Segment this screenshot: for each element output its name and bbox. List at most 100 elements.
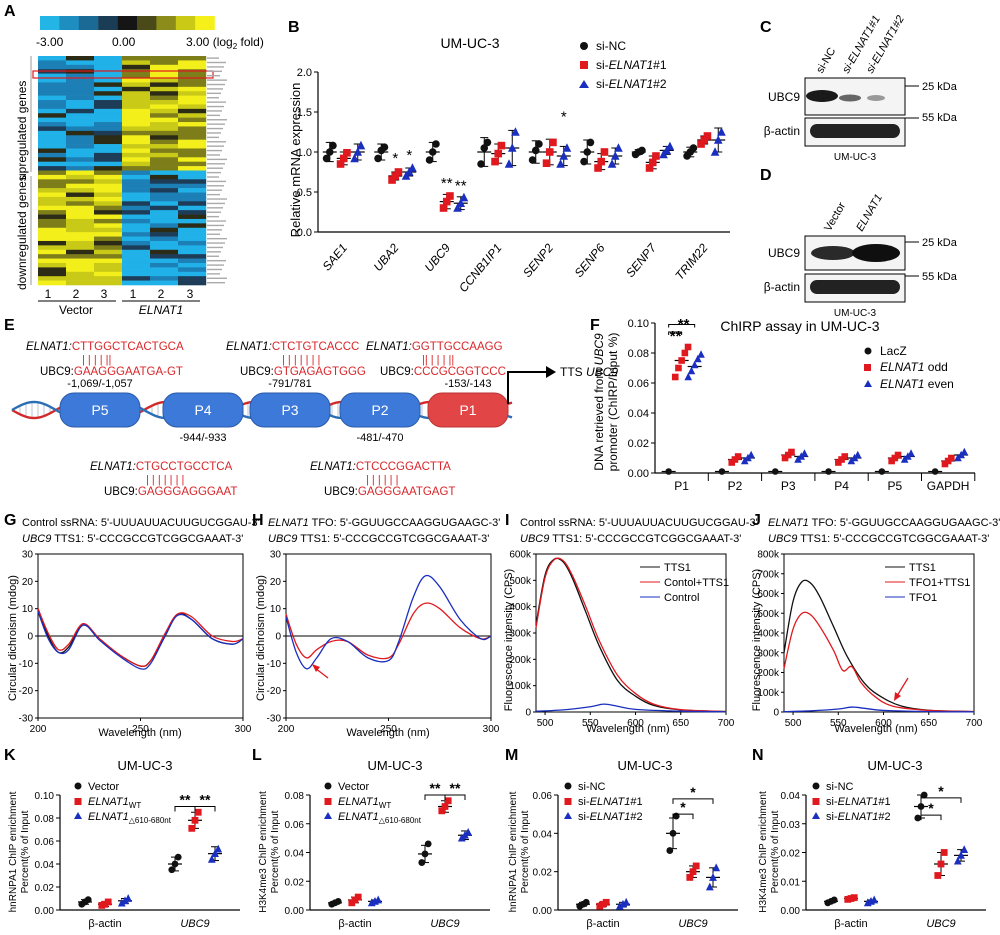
data-point [675,364,682,372]
heatmap-cell [122,104,151,110]
data-point [686,874,694,881]
heatmap-cell [178,196,207,202]
colour-scale-segment [117,16,138,30]
sequence-line: Control ssRNA: 5'-UUUAUUACUUGUCGGAU-3' [520,517,758,529]
colour-scale-segment [156,16,176,30]
data-point [580,157,588,166]
gene-label-glyph [207,132,221,134]
promoter-box-p5 [59,392,141,428]
heatmap-cell [94,144,123,149]
heatmap-cell [66,183,95,189]
gene-label-glyph [207,127,223,130]
heatmap-cell [66,196,95,202]
heatmap-cell [94,276,123,281]
gene-label-glyph [207,224,224,227]
data-point [480,144,489,152]
heatmap-cell [150,117,179,123]
y-tick-label: 500k [757,609,780,620]
data-point [394,168,403,176]
heatmap-cell [94,232,123,237]
gene-name: UBC9: [40,366,74,378]
heatmap-cell [38,82,67,88]
heatmap-cell [150,73,179,79]
heatmap-cell [178,95,207,101]
x-tick-label: UBC9 [926,918,955,930]
sequence-top: ELNAT1:CTTGGCTCACTGCA [26,341,184,353]
heatmap-cell [66,64,95,70]
heatmap-cell [66,122,95,127]
heatmap-cell [122,271,151,277]
heatmap-cell [122,276,151,281]
data-point [705,882,714,891]
y-axis-label: Circular dichroism (mdog) [255,575,267,701]
sequence-line: ELNAT1 TFO: 5'-GGUUGCCAAGGUGAAGC-3' [268,517,500,529]
x-tick-label: β-actin [586,918,619,930]
heatmap-cell [150,64,179,70]
x-tick-label: CCNB1IP1 [456,241,504,295]
blot-row-label: β-actin [764,124,800,138]
panel-f: ChIRP assay in UM-UC-3 DNA retrieved fro… [592,316,976,493]
heatmap-cell [38,117,67,123]
heatmap-cell [94,56,123,61]
heatmap-cell [66,166,95,171]
x-tick-label: 500 [537,718,554,729]
heatmap-cell [122,60,151,66]
gene-name: UBC9: [104,486,138,498]
highlight-box [32,70,214,79]
data-point [432,140,440,148]
chip-chart-k: 0.00 0.02 0.04 0.06 0.08 0.10 β-actin UBC9 ** ** [35,791,240,930]
x-tick-label: 500 [785,718,802,729]
heatmap-cell [122,236,151,242]
y-tick-label: 500k [509,576,532,587]
gene-label-glyph [207,242,225,244]
heatmap-cell [38,188,67,193]
legend-label: si-NC [578,781,606,793]
heatmap-cell [66,130,95,136]
heatmap-cell [94,205,123,211]
x-tick-label: UBC9 [180,918,209,930]
legend-marker [864,364,871,371]
heatmap-cell [178,56,207,61]
heatmap-cell [150,183,179,189]
data-point [456,198,466,207]
heatmap-cell [94,100,123,105]
box-label: P2 [371,402,388,418]
heatmap-cell [178,249,207,255]
significance-bracket [920,797,962,803]
significance-bracket [194,806,216,812]
data-point [339,154,348,163]
scale-max-label: 3.00 (log2 fold) [186,35,264,51]
heatmap-cell [122,179,151,185]
chart-title: UM-UC-3 [868,758,923,773]
heatmap-cell [178,276,207,281]
y-tick-label: 30 [22,550,34,561]
y-tick-label: 0.08 [628,348,649,360]
pairing-bars: | | | | | | | [282,354,320,366]
heatmap-cell [66,254,95,259]
colour-scale-segment [78,16,99,30]
data-point [914,814,922,822]
x-tick-label: 700 [718,718,735,729]
heatmap-cell [38,179,67,185]
fluor-chart-i: 0 100k 200k 300k 400k 500k 600k 500 550 600 650 700 [509,550,734,730]
y-tick-label: 0 [773,708,779,719]
heatmap-cell [94,60,123,66]
pairing-bars: || | | | || [422,354,454,366]
data-point [511,127,520,136]
x-tick-label: UBA2 [371,241,402,274]
data-point [948,454,955,462]
tss-arrow [507,371,548,404]
legend-label: ELNAT1△610-680nt [338,811,422,825]
data-point [586,138,595,147]
data-point [354,893,362,901]
y-axis-label: H3K4me3 ChIP enrichment [758,791,769,913]
data-point [439,204,448,212]
sequence: GGTTGCCAAGG [412,341,503,353]
heatmap-cell [122,161,151,167]
significance-star: ** [455,177,467,194]
gene-label-glyph [207,79,227,81]
heatmap-cell [178,161,207,167]
heatmap-cell [178,236,207,242]
heatmap-cell [178,144,207,149]
data-point [687,366,696,375]
